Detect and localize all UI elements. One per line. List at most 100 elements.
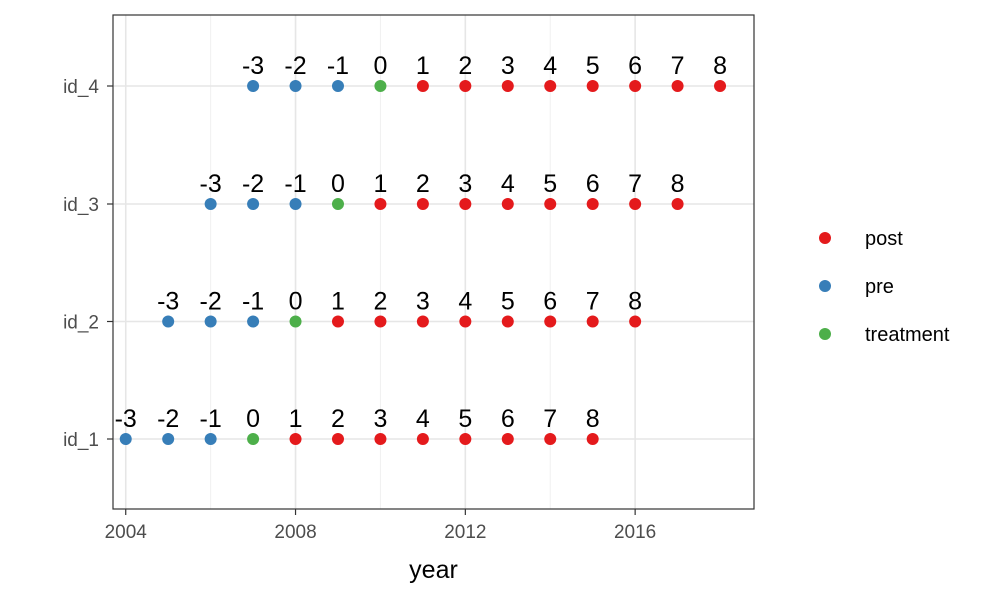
point-label: -1 <box>327 52 349 80</box>
point-label: -3 <box>157 288 179 316</box>
data-point-pre <box>289 198 302 210</box>
data-point-treatment <box>331 198 344 210</box>
x-tick-label: 2008 <box>274 522 316 543</box>
data-point-pre <box>119 433 132 445</box>
data-point-pre <box>247 198 260 210</box>
point-label: 7 <box>628 170 642 198</box>
y-tick-label: id_4 <box>63 77 99 98</box>
point-label: 7 <box>586 288 600 316</box>
data-point-post <box>586 80 599 92</box>
data-point-post <box>374 315 387 328</box>
data-point-post <box>586 198 599 210</box>
point-label: -2 <box>284 52 306 80</box>
point-label: 7 <box>671 52 685 80</box>
point-label: -3 <box>115 405 137 433</box>
data-point-post <box>586 433 599 445</box>
data-point-pre <box>162 433 175 445</box>
legend-key-treatment <box>819 328 831 340</box>
data-point-post <box>459 80 472 92</box>
legend-label: pre <box>865 276 894 298</box>
x-tick-label: 2004 <box>105 522 148 543</box>
point-label: 2 <box>331 405 345 433</box>
point-label: 6 <box>628 52 642 80</box>
point-label: 8 <box>586 405 600 433</box>
x-axis-title: year <box>409 556 458 584</box>
point-label: 3 <box>373 405 387 433</box>
y-axis: id_1 id_2 id_3 id_4 <box>63 77 113 451</box>
data-point-post <box>544 315 557 328</box>
data-point-post <box>416 198 429 210</box>
y-tick-label: id_2 <box>63 313 99 334</box>
legend-key-pre <box>819 280 831 292</box>
point-label: 6 <box>501 405 515 433</box>
data-point-post <box>544 198 557 210</box>
data-point-post <box>459 315 472 328</box>
legend-key-post <box>819 232 831 244</box>
point-label: -3 <box>200 170 222 198</box>
point-label: 6 <box>586 170 600 198</box>
data-point-post <box>416 433 429 445</box>
data-point-post <box>671 80 684 92</box>
point-label: -1 <box>200 405 222 433</box>
point-label: 2 <box>373 288 387 316</box>
data-point-post <box>331 315 344 328</box>
point-label: 8 <box>713 52 727 80</box>
point-label: 7 <box>543 405 557 433</box>
point-label: 0 <box>246 405 260 433</box>
point-label: -1 <box>242 288 264 316</box>
legend: post pre treatment <box>819 228 950 346</box>
point-label: 4 <box>458 288 472 316</box>
data-point-post <box>544 80 557 92</box>
data-point-post <box>331 433 344 445</box>
data-point-treatment <box>247 433 260 445</box>
data-point-post <box>416 80 429 92</box>
data-point-post <box>501 198 514 210</box>
point-label: 0 <box>289 288 303 316</box>
data-point-post <box>289 433 302 445</box>
point-label: 2 <box>458 52 472 80</box>
data-point-post <box>459 198 472 210</box>
data-point-pre <box>247 315 260 328</box>
grid-lines <box>113 15 754 509</box>
point-label: 4 <box>543 52 557 80</box>
point-label: 1 <box>331 288 345 316</box>
data-point-post <box>629 198 642 210</box>
point-label: 5 <box>586 52 600 80</box>
x-axis: 2004 2008 2012 2016 <box>105 509 656 543</box>
y-tick-label: id_1 <box>63 430 99 451</box>
point-label: 5 <box>543 170 557 198</box>
y-tick-label: id_3 <box>63 195 99 216</box>
data-point-post <box>586 315 599 328</box>
point-label: 1 <box>289 405 303 433</box>
data-point-pre <box>162 315 175 328</box>
data-point-pre <box>204 198 217 210</box>
legend-label: treatment <box>865 324 950 346</box>
legend-label: post <box>865 228 903 250</box>
data-point-post <box>501 80 514 92</box>
data-point-post <box>544 433 557 445</box>
x-tick-label: 2016 <box>614 522 656 543</box>
x-tick-label: 2012 <box>444 522 486 543</box>
point-label: 6 <box>543 288 557 316</box>
point-label: 5 <box>501 288 515 316</box>
point-label: 3 <box>458 170 472 198</box>
data-point-pre <box>204 315 217 328</box>
data-point-pre <box>289 80 302 92</box>
data-point-pre <box>204 433 217 445</box>
data-point-post <box>629 80 642 92</box>
data-point-post <box>629 315 642 328</box>
point-label: -1 <box>284 170 306 198</box>
point-label: 8 <box>628 288 642 316</box>
data-point-post <box>416 315 429 328</box>
data-point-post <box>671 198 684 210</box>
data-point-treatment <box>374 80 387 92</box>
data-point-post <box>374 433 387 445</box>
data-points <box>119 80 727 445</box>
data-point-post <box>501 315 514 328</box>
point-label: 2 <box>416 170 430 198</box>
point-label: -2 <box>242 170 264 198</box>
point-label: -3 <box>242 52 264 80</box>
point-label: 5 <box>458 405 472 433</box>
data-point-post <box>459 433 472 445</box>
